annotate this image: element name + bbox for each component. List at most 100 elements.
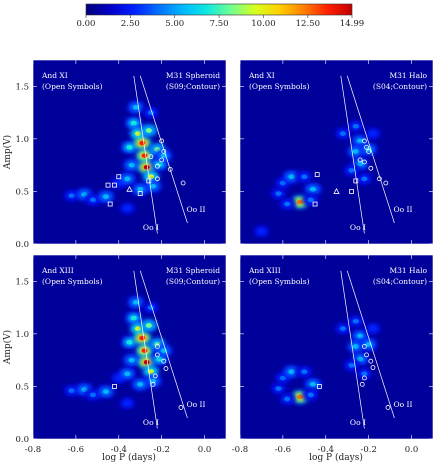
panel-label-right: M31 Halo bbox=[389, 266, 427, 275]
density-blob-core bbox=[309, 187, 316, 192]
panel-label-right-sub: (S09;Contour) bbox=[166, 82, 220, 91]
density-blob-core bbox=[288, 174, 295, 180]
density-blob-core bbox=[357, 138, 364, 144]
density-blob-core bbox=[102, 194, 109, 199]
oo-i-line bbox=[340, 75, 365, 234]
x-axis-title-left: log P (days) bbox=[102, 452, 156, 463]
panel-4: And XIII (Open Symbols) M31 Halo (S04;Conto… bbox=[232, 254, 434, 455]
oo-i-line bbox=[133, 75, 158, 234]
open-circle-marker bbox=[161, 149, 167, 154]
density-blob-core bbox=[90, 392, 97, 398]
open-square-marker bbox=[112, 384, 117, 389]
density-blob-core bbox=[147, 174, 154, 180]
colorbar-gradient bbox=[85, 3, 353, 16]
panel-label-left-sub: (Open Symbols) bbox=[42, 82, 103, 91]
density-blob-core bbox=[102, 389, 109, 394]
panel-2: And XI (Open Symbols) M31 Halo (S04;Contour… bbox=[239, 59, 434, 245]
density-blob-core bbox=[284, 396, 291, 402]
oo-i-line bbox=[340, 270, 365, 429]
density-blob-core bbox=[132, 300, 139, 305]
density-blob-core bbox=[135, 131, 142, 136]
open-circle-marker bbox=[154, 344, 160, 349]
oo-i-line bbox=[133, 270, 158, 429]
panel-label-right: M31 Spheroid bbox=[166, 266, 220, 275]
oo-ii-label: Oo II bbox=[186, 400, 205, 409]
density-blob-core bbox=[307, 197, 314, 203]
density-blob-core bbox=[352, 149, 359, 154]
density-blob-core bbox=[284, 201, 291, 207]
density-blob-core bbox=[139, 140, 146, 146]
open-square-marker bbox=[353, 178, 359, 184]
density-blob-core bbox=[309, 382, 316, 387]
density-blob-core bbox=[301, 369, 308, 375]
density-blob-core bbox=[145, 323, 152, 328]
density-blob-core bbox=[348, 168, 355, 173]
open-circle-marker bbox=[167, 166, 173, 172]
density-blob-core bbox=[369, 326, 376, 331]
panel-label-left: And XI bbox=[248, 71, 275, 80]
panel-label-left-sub: (Open Symbols) bbox=[249, 277, 310, 286]
panel-label-left-sub: (Open Symbols) bbox=[42, 277, 103, 286]
y-tick-label: 1.5 bbox=[15, 82, 29, 92]
panel-label-left: And XIII bbox=[41, 266, 74, 275]
density-blob-core bbox=[156, 161, 163, 167]
x-tick-label: -0.2 bbox=[360, 445, 376, 455]
x-tick-label: -0.4 bbox=[111, 445, 127, 455]
oo-i-label: Oo I bbox=[350, 223, 366, 232]
density-blob-core bbox=[348, 363, 355, 368]
x-tick-label: -0.4 bbox=[318, 445, 334, 455]
density-blob-core bbox=[279, 375, 286, 381]
colorbar: 0.00 2.50 5.00 7.50 10.00 12.50 14.99 bbox=[77, 3, 364, 29]
colorbar-tick-label: 12.50 bbox=[296, 19, 320, 29]
density-blob-core bbox=[147, 110, 154, 115]
open-triangle-marker bbox=[126, 185, 133, 192]
x-tick-label: -0.8 bbox=[25, 445, 41, 455]
density-blob-core bbox=[357, 356, 364, 362]
density-blob-core bbox=[352, 344, 359, 349]
oo-i-label: Oo I bbox=[143, 223, 159, 232]
open-square-marker bbox=[112, 182, 117, 188]
colorbar-tick-label: 0.00 bbox=[77, 19, 96, 29]
density-blob-core bbox=[135, 326, 142, 331]
open-circle-marker bbox=[152, 373, 158, 379]
density-blob-core bbox=[150, 378, 157, 384]
panel-label-left-sub: (Open Symbols) bbox=[249, 82, 310, 91]
open-circle-marker bbox=[368, 358, 374, 364]
oo-i-label: Oo I bbox=[143, 418, 159, 427]
open-square-marker bbox=[116, 174, 122, 180]
open-circle-marker bbox=[383, 180, 389, 186]
panel-frame bbox=[239, 254, 434, 440]
density-blob-core bbox=[128, 162, 135, 168]
open-circle-marker bbox=[361, 344, 367, 349]
density-blob-core bbox=[132, 105, 139, 110]
panel-frame bbox=[32, 254, 227, 440]
y-tick-label: 1.0 bbox=[15, 330, 29, 340]
open-circle-marker bbox=[361, 375, 367, 381]
open-circle-marker bbox=[385, 405, 391, 410]
open-square-marker bbox=[312, 201, 318, 207]
density-blob-core bbox=[141, 348, 148, 353]
density-blob-core bbox=[352, 123, 359, 129]
density-blob-core bbox=[339, 131, 346, 136]
y-tick-label: 0.0 bbox=[15, 240, 29, 250]
y-tick-label: 0.5 bbox=[15, 187, 29, 197]
density-blob-core bbox=[143, 164, 150, 170]
open-circle-marker bbox=[178, 405, 184, 410]
density-blob-core bbox=[357, 161, 364, 167]
density-blob-core bbox=[279, 180, 286, 186]
panel-label-left: And XI bbox=[41, 71, 68, 80]
open-square-marker bbox=[105, 182, 111, 188]
density-blob-core bbox=[137, 187, 144, 192]
density-blob-core bbox=[297, 199, 304, 205]
y-axis-title-top: Amp(V) bbox=[2, 135, 13, 170]
density-blob-core bbox=[128, 357, 135, 363]
density-blob-core bbox=[130, 120, 137, 126]
open-circle-marker bbox=[159, 157, 165, 163]
y-tick-label: 0.0 bbox=[15, 435, 29, 445]
y-tick-label: 1.5 bbox=[15, 277, 29, 287]
open-square-marker bbox=[316, 384, 322, 389]
density-blob-core bbox=[147, 369, 154, 375]
density-blob-core bbox=[130, 315, 137, 321]
density-blob-core bbox=[124, 400, 131, 406]
open-circle-marker bbox=[154, 352, 160, 358]
